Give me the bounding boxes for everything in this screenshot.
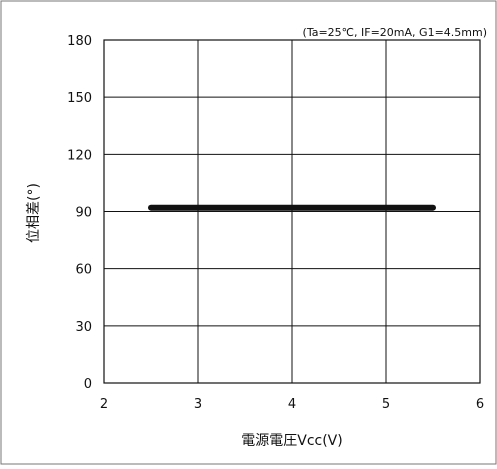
x-axis-label: 電源電圧Vcc(V): [241, 433, 342, 449]
y-tick-label-0: 0: [84, 377, 92, 392]
y-tick-label-120: 120: [67, 148, 92, 163]
y-tick-label-60: 60: [75, 263, 92, 278]
chart-annotation: (Ta=25℃, IF=20mA, G1=4.5mm): [303, 26, 487, 39]
x-tick-label-3: 3: [194, 397, 202, 412]
x-tick-label-6: 6: [476, 397, 484, 412]
x-tick-label-4: 4: [288, 397, 296, 412]
y-axis-label: 位相差(°): [26, 183, 42, 243]
y-tick-label-30: 30: [75, 320, 92, 335]
y-tick-label-180: 180: [67, 34, 92, 49]
grid-layer: [103, 39, 481, 384]
x-tick-label-5: 5: [382, 397, 390, 412]
x-tick-label-2: 2: [100, 397, 108, 412]
y-tick-label-90: 90: [75, 206, 92, 221]
y-tick-label-150: 150: [67, 91, 92, 106]
